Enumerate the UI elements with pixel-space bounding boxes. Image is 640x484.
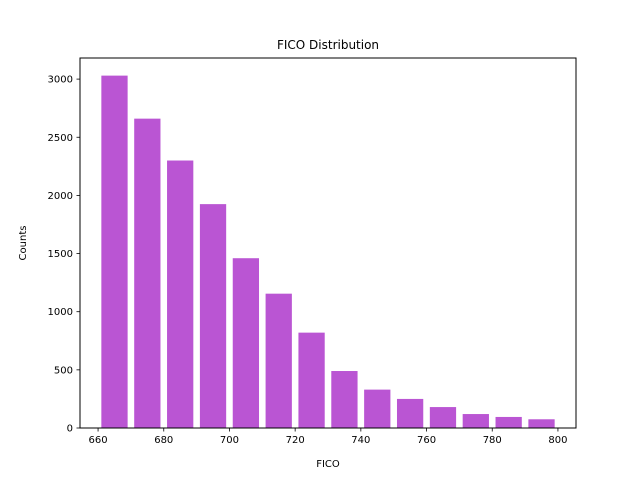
y-tick-label: 1000 xyxy=(48,307,73,318)
x-tick-label: 720 xyxy=(286,435,305,446)
x-tick-label: 760 xyxy=(417,435,436,446)
chart-title: FICO Distribution xyxy=(277,38,379,52)
y-tick-label: 500 xyxy=(54,365,73,376)
bar-725 xyxy=(298,332,325,428)
x-tick-label: 740 xyxy=(351,435,370,446)
bar-785 xyxy=(495,416,522,428)
bar-775 xyxy=(462,414,489,428)
x-tick-label: 660 xyxy=(89,435,108,446)
y-tick-label: 2000 xyxy=(48,191,73,202)
bar-745 xyxy=(364,389,391,428)
bar-665 xyxy=(101,75,128,428)
bar-675 xyxy=(134,118,161,429)
bar-695 xyxy=(199,204,227,428)
x-axis-ticks: 660 680 700 720 740 760 780 800 xyxy=(89,428,567,446)
x-tick-label: 780 xyxy=(483,435,502,446)
x-tick-label: 800 xyxy=(548,435,567,446)
y-tick-label: 1500 xyxy=(48,249,73,260)
bar-765 xyxy=(429,407,457,428)
y-tick-label: 2500 xyxy=(48,133,73,144)
y-axis-ticks: 0 500 1000 1500 2000 2500 3000 xyxy=(48,75,80,435)
bar-705 xyxy=(232,258,260,428)
bar-715 xyxy=(265,293,292,428)
bar-755 xyxy=(396,398,424,428)
bar-735 xyxy=(331,371,358,428)
plot-frame xyxy=(79,57,577,429)
x-tick-label: 700 xyxy=(220,435,239,446)
bar-795 xyxy=(528,419,555,428)
y-tick-label: 0 xyxy=(67,424,73,435)
x-axis-label: FICO xyxy=(316,459,340,470)
bar-685 xyxy=(167,160,194,428)
bars-group xyxy=(101,75,555,429)
y-axis-label: Counts xyxy=(18,226,29,261)
x-tick-label: 680 xyxy=(154,435,173,446)
y-tick-label: 3000 xyxy=(48,75,73,86)
